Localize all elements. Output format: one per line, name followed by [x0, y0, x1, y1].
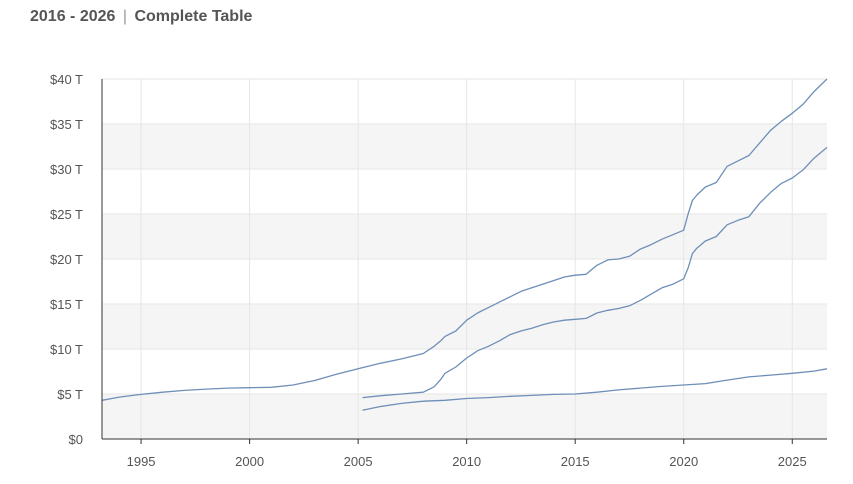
x-tick-label: 2010: [452, 454, 481, 469]
x-axis-labels: 1995 2000 2005 2010 2015 2020 2025: [127, 454, 807, 469]
x-tick-label: 2005: [344, 454, 373, 469]
axes: [101, 79, 827, 444]
y-tick-label: $5 T: [57, 387, 83, 402]
y-tick-label: $25 T: [50, 207, 83, 222]
x-tick-label: 1995: [127, 454, 156, 469]
y-tick-label: $10 T: [50, 342, 83, 357]
y-tick-label: $0: [69, 432, 83, 447]
plot-bands: [102, 124, 827, 439]
y-tick-label: $20 T: [50, 252, 83, 267]
plot-band: [102, 304, 827, 349]
y-tick-label: $35 T: [50, 117, 83, 132]
header-separator: |: [122, 8, 128, 25]
y-tick-label: $30 T: [50, 162, 83, 177]
y-axis-labels: $0 $5 T $10 T $15 T $20 T $25 T $30 T $35 T $40 …: [50, 72, 83, 447]
horizontal-gridlines: [102, 78, 827, 395]
series-line-2[interactable]: [362, 146, 828, 399]
date-range-label: 2016 - 2026: [30, 8, 116, 25]
series-line-1[interactable]: [101, 78, 828, 401]
x-tick-label: 2000: [235, 454, 264, 469]
series-line-3[interactable]: [362, 368, 828, 411]
y-tick-label: $15 T: [50, 297, 83, 312]
complete-table-link[interactable]: Complete Table: [134, 8, 253, 25]
plot-band: [102, 394, 827, 439]
x-tick-label: 2020: [669, 454, 698, 469]
series-lines: [101, 78, 828, 411]
x-tick-label: 2025: [778, 454, 807, 469]
x-tick-label: 2015: [561, 454, 590, 469]
plot-band: [102, 214, 827, 259]
y-tick-label: $40 T: [50, 72, 83, 87]
chart-header: 2016 - 2026 | Complete Table: [30, 8, 252, 26]
plot-band: [102, 124, 827, 169]
